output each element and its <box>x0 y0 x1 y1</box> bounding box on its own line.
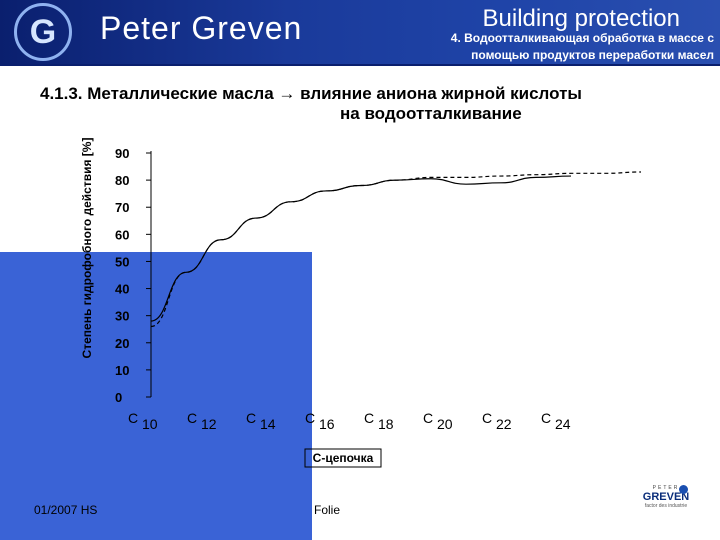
logo-tagline: factor des industrie <box>644 503 688 509</box>
decorative-blue-panel <box>0 252 312 540</box>
x-axis-label: С-цепочка <box>313 451 374 465</box>
y-tick-label: 10 <box>115 363 129 378</box>
y-tick-label: 60 <box>115 227 129 242</box>
section-title: Building protection <box>482 5 680 32</box>
header-banner: G Peter Greven Building protection 4. Во… <box>0 0 720 64</box>
x-tick-label: C 18 <box>364 410 394 432</box>
x-tick-label: C 24 <box>541 410 571 432</box>
x-axis-label-box <box>304 448 382 468</box>
slide-title-line1: 4.1.3. Металлические масла → влияние ани… <box>40 84 582 103</box>
slide-title-line2: на водоотталкивание <box>340 104 522 123</box>
logo-letter-icon: G <box>29 13 57 51</box>
plot-area: 0 10 20 30 40 50 60 70 80 90 C 10 C 12 C 14 C 16 C 18 C… <box>115 146 642 432</box>
footer-folie: Folie <box>314 503 341 517</box>
y-tick-label: 20 <box>115 336 129 351</box>
header-divider <box>0 64 720 66</box>
y-tick-label: 40 <box>115 282 129 297</box>
logo-big-text: GREVEN <box>642 491 690 503</box>
x-tick-label: C 12 <box>187 410 217 432</box>
series-line-1 <box>150 171 642 328</box>
y-tick-label: 80 <box>115 173 129 188</box>
x-tick-label: C 16 <box>305 410 335 432</box>
y-tick-label: 50 <box>115 254 129 269</box>
y-tick-label: 90 <box>115 146 129 161</box>
logo-small-text: PETER <box>652 485 680 491</box>
section-subtitle: 4. Водоотталкивающая обработка в массе с… <box>450 31 714 62</box>
footer-date: 01/2007 HS <box>34 503 98 517</box>
logo-dot-icon <box>679 485 688 494</box>
brand-name: Peter Greven <box>100 10 303 46</box>
y-tick-label: 70 <box>115 200 129 215</box>
y-tick-label: 30 <box>115 309 129 324</box>
y-axis-label: Степень гидрофобного действия [%] <box>80 138 94 359</box>
x-tick-label: C 22 <box>482 410 512 432</box>
y-tick-label: 0 <box>115 390 122 405</box>
series-line-2 <box>150 175 572 322</box>
slide-title: 4.1.3. Металлические масла → влияние ани… <box>40 84 720 124</box>
footer-logo: PETER GREVEN factor des industrie <box>636 485 696 530</box>
x-tick-label: C 10 <box>128 410 158 432</box>
company-logo-icon <box>14 3 72 61</box>
x-tick-label: C 20 <box>423 410 453 432</box>
x-tick-label: C 14 <box>246 410 276 432</box>
